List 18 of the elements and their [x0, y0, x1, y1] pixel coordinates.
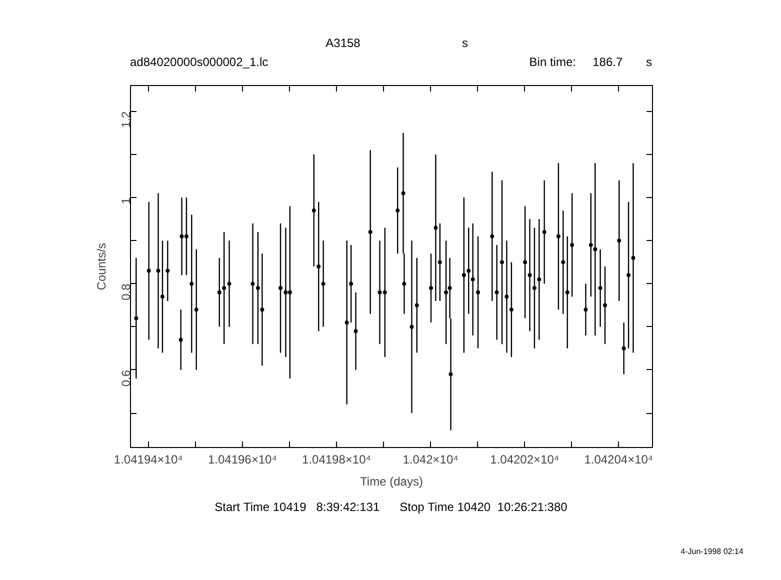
text: 4-Jun-1998 02:14 — [680, 547, 744, 557]
x-axis-title: Time (days) — [360, 474, 423, 488]
x-tick-label: 1.04204×10⁴ — [584, 452, 654, 466]
text: s — [462, 36, 468, 50]
x-tick-label: 1.04198×10⁴ — [302, 452, 371, 466]
x-tick-label: 1.04194×10⁴ — [114, 452, 183, 466]
text: Bin time: 186.7 s — [529, 55, 652, 70]
x-tick-label: 1.04202×10⁴ — [490, 452, 560, 466]
x-tick-label: 1.042×10⁴ — [402, 452, 458, 466]
y-tick-label: 1.2 — [119, 111, 133, 128]
y-axis-title: Counts/s — [94, 242, 108, 290]
text: Start Time 10419 8:39:42:131 Stop Time 10420 10:26:21:380 — [214, 500, 568, 514]
y-tick-label: 0.8 — [119, 283, 133, 300]
y-tick-label: 0.6 — [119, 370, 133, 387]
x-tick-label: 1.04196×10⁴ — [208, 452, 277, 466]
text: ad84020000s000002_1.lc — [130, 55, 268, 70]
chart-title: A3158 — [326, 36, 360, 50]
y-tick-label: 1 — [119, 197, 133, 204]
